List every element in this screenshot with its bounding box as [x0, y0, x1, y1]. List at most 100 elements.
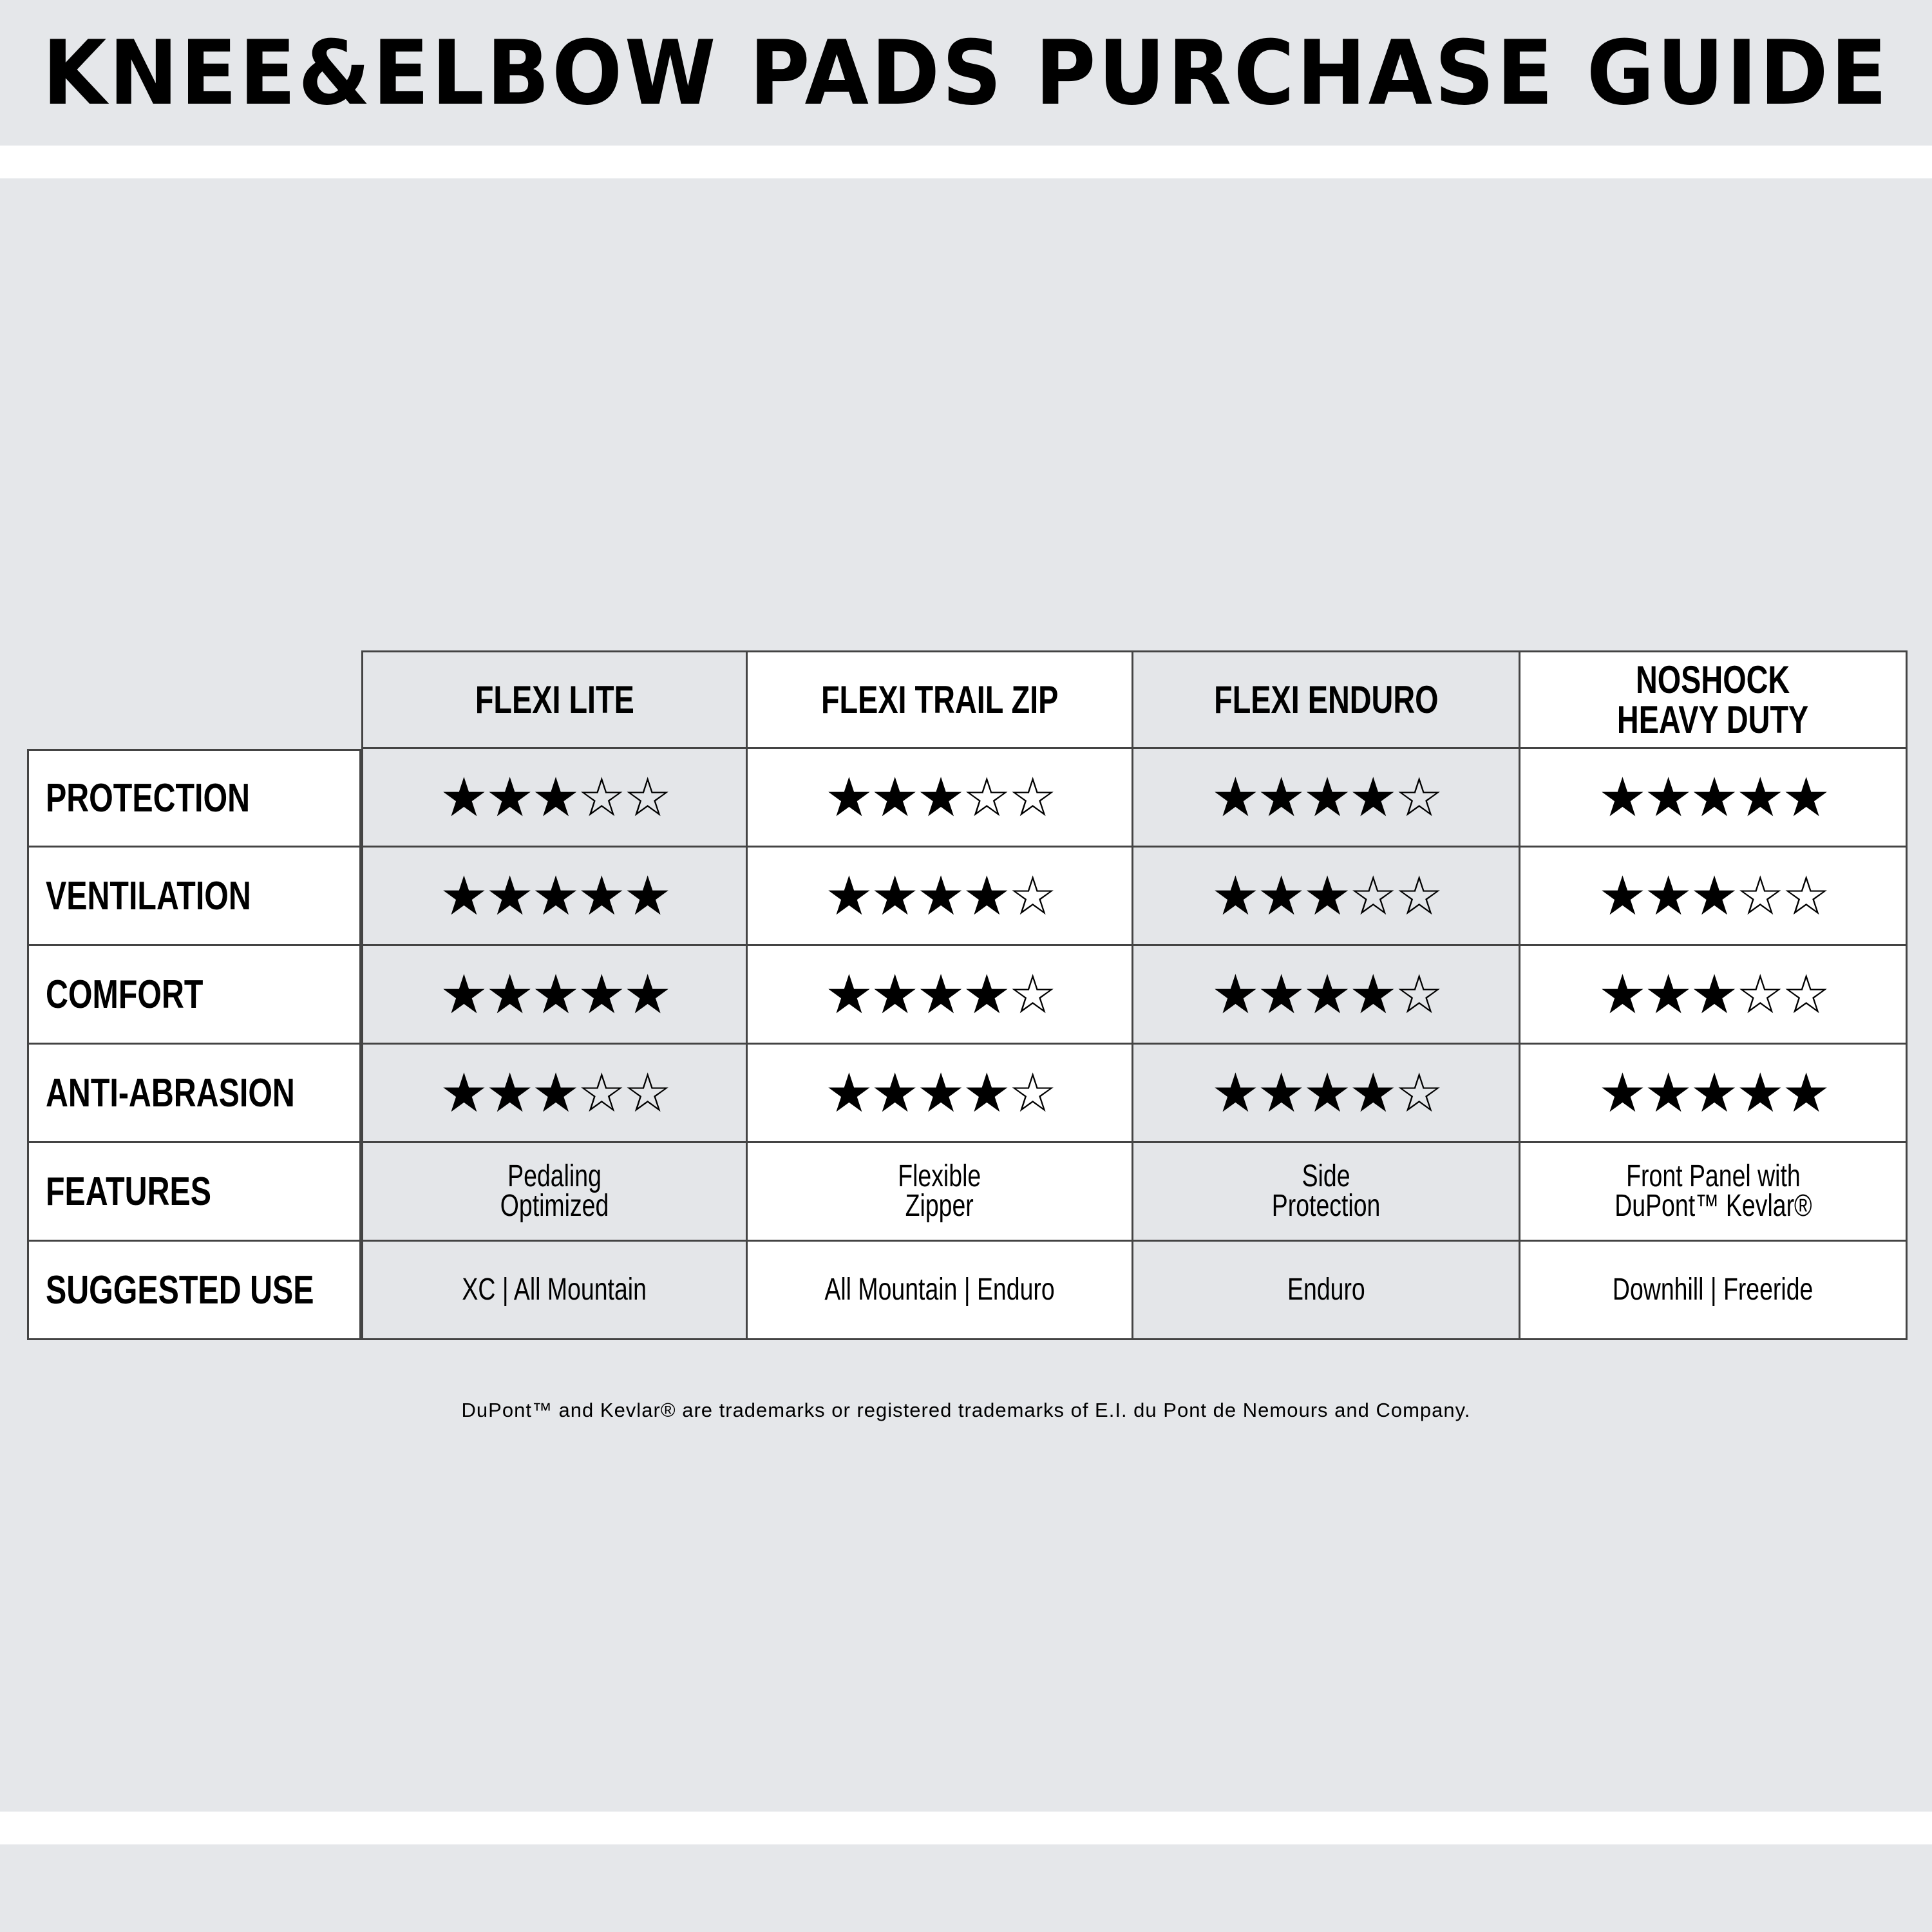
- star-filled-icon: ★: [439, 1061, 488, 1124]
- star-filled-icon: ★: [531, 864, 580, 927]
- cell-value: Downhill | Freeride: [1584, 1274, 1841, 1305]
- star-empty-icon: ☆: [1349, 864, 1397, 927]
- table-cell: ★★★★★: [361, 848, 748, 946]
- star-rating: ★★★★☆: [824, 1061, 1057, 1124]
- star-filled-icon: ★: [531, 963, 580, 1026]
- column-header: NOSHOCK HEAVY DUTY: [1520, 650, 1908, 749]
- cell-value: Pedaling Optimized: [485, 1159, 624, 1223]
- star-filled-icon: ★: [1303, 864, 1351, 927]
- star-filled-icon: ★: [1303, 963, 1351, 1026]
- star-filled-icon: ★: [1781, 1061, 1830, 1124]
- star-empty-icon: ☆: [623, 766, 672, 829]
- star-filled-icon: ★: [1211, 1061, 1260, 1124]
- table-cell: ★★★★☆: [748, 946, 1133, 1045]
- table-cell: Front Panel with DuPont™ Kevlar®: [1520, 1143, 1908, 1242]
- star-filled-icon: ★: [486, 1061, 534, 1124]
- star-filled-icon: ★: [824, 1061, 873, 1124]
- star-filled-icon: ★: [1303, 1061, 1351, 1124]
- star-rating: ★★★☆☆: [1598, 963, 1831, 1026]
- cell-text: Flexible Zipper: [898, 1159, 981, 1223]
- cell-text: Side Protection: [1271, 1159, 1381, 1223]
- star-filled-icon: ★: [1690, 963, 1738, 1026]
- table-cell: ★★★★☆: [1133, 1045, 1520, 1143]
- star-filled-icon: ★: [1644, 864, 1692, 927]
- star-filled-icon: ★: [871, 1061, 919, 1124]
- star-filled-icon: ★: [1598, 766, 1647, 829]
- table-cell: XC | All Mountain: [361, 1242, 748, 1340]
- star-empty-icon: ☆: [1781, 963, 1830, 1026]
- table-cell: Enduro: [1133, 1242, 1520, 1340]
- star-empty-icon: ☆: [1394, 766, 1443, 829]
- cell-text: FLEXI LITE: [475, 677, 634, 721]
- star-filled-icon: ★: [962, 864, 1011, 927]
- cell-text: NOSHOCK HEAVY DUTY: [1617, 658, 1809, 741]
- star-filled-icon: ★: [1644, 766, 1692, 829]
- cell-value: Front Panel with DuPont™ Kevlar®: [1587, 1159, 1840, 1223]
- table-cell: All Mountain | Enduro: [748, 1242, 1133, 1340]
- star-filled-icon: ★: [1598, 1061, 1647, 1124]
- star-filled-icon: ★: [1781, 766, 1830, 829]
- cell-value: Enduro: [1276, 1274, 1376, 1305]
- star-empty-icon: ☆: [1394, 864, 1443, 927]
- star-filled-icon: ★: [916, 766, 965, 829]
- star-rating: ★★★★☆: [1211, 766, 1444, 829]
- star-empty-icon: ☆: [1736, 864, 1785, 927]
- star-filled-icon: ★: [871, 864, 919, 927]
- row-label: PROTECTION: [27, 749, 361, 848]
- cell-text: FEATURES: [46, 1169, 212, 1214]
- star-filled-icon: ★: [824, 766, 873, 829]
- star-filled-icon: ★: [1644, 963, 1692, 1026]
- star-filled-icon: ★: [439, 864, 488, 927]
- cell-text: Pedaling Optimized: [500, 1159, 609, 1223]
- star-filled-icon: ★: [1211, 766, 1260, 829]
- title-band: KNEE&ELBOW PADS PURCHASE GUIDE: [0, 0, 1932, 146]
- star-filled-icon: ★: [1349, 1061, 1397, 1124]
- star-filled-icon: ★: [1211, 963, 1260, 1026]
- cell-value: All Mountain | Enduro: [792, 1273, 1087, 1307]
- star-filled-icon: ★: [1736, 766, 1785, 829]
- table-cell: ★★★☆☆: [1520, 848, 1908, 946]
- trademark-footnote: DuPont™ and Kevlar® are trademarks or re…: [461, 1399, 1471, 1421]
- star-filled-icon: ★: [1644, 1061, 1692, 1124]
- star-empty-icon: ☆: [1781, 864, 1830, 927]
- star-rating: ★★★★☆: [825, 963, 1057, 1026]
- star-filled-icon: ★: [623, 963, 672, 1026]
- table-cell: ★★★☆☆: [361, 1045, 748, 1143]
- star-rating: ★★★☆☆: [1211, 864, 1444, 927]
- row-label: COMFORT: [27, 946, 361, 1045]
- table-cell: ★★★★★: [1520, 1045, 1908, 1143]
- star-filled-icon: ★: [1303, 766, 1351, 829]
- table-cell: ★★★★☆: [1133, 749, 1520, 848]
- table-cell: Side Protection: [1133, 1143, 1520, 1242]
- star-filled-icon: ★: [1598, 963, 1647, 1026]
- star-rating: ★★★☆☆: [439, 1061, 672, 1124]
- table-cell: ★★★★☆: [1133, 946, 1520, 1045]
- star-filled-icon: ★: [1257, 1061, 1305, 1124]
- star-empty-icon: ☆: [1394, 963, 1443, 1026]
- star-filled-icon: ★: [916, 864, 965, 927]
- star-filled-icon: ★: [577, 963, 626, 1026]
- star-empty-icon: ☆: [577, 766, 626, 829]
- cell-value: XC | All Mountain: [436, 1274, 672, 1305]
- star-filled-icon: ★: [531, 1061, 580, 1124]
- star-filled-icon: ★: [439, 963, 488, 1026]
- star-empty-icon: ☆: [1008, 1061, 1057, 1124]
- cell-text: Front Panel with DuPont™ Kevlar®: [1614, 1159, 1812, 1223]
- star-filled-icon: ★: [486, 963, 534, 1026]
- table-cell: ★★★★★: [361, 946, 748, 1045]
- star-rating: ★★★☆☆: [440, 766, 672, 829]
- cell-text: All Mountain | Enduro: [824, 1273, 1055, 1307]
- table-cell: Pedaling Optimized: [361, 1143, 748, 1242]
- star-empty-icon: ☆: [1008, 766, 1057, 829]
- table-cell: ★★★★★: [1520, 749, 1908, 848]
- star-filled-icon: ★: [1257, 864, 1305, 927]
- star-rating: ★★★☆☆: [1598, 864, 1831, 927]
- star-empty-icon: ☆: [623, 1061, 672, 1124]
- cell-text: VENTILATION: [46, 873, 251, 918]
- star-filled-icon: ★: [1257, 963, 1305, 1026]
- table-cell: ★★★☆☆: [1133, 848, 1520, 946]
- cell-text: SUGGESTED USE: [46, 1267, 314, 1312]
- cell-text: ANTI-ABRASION: [46, 1070, 295, 1115]
- comparison-table: FLEXI LITE FLEXI TRAIL ZIP FLEXI ENDURO NOS…: [27, 650, 1908, 1340]
- column-header: FLEXI LITE: [361, 650, 748, 749]
